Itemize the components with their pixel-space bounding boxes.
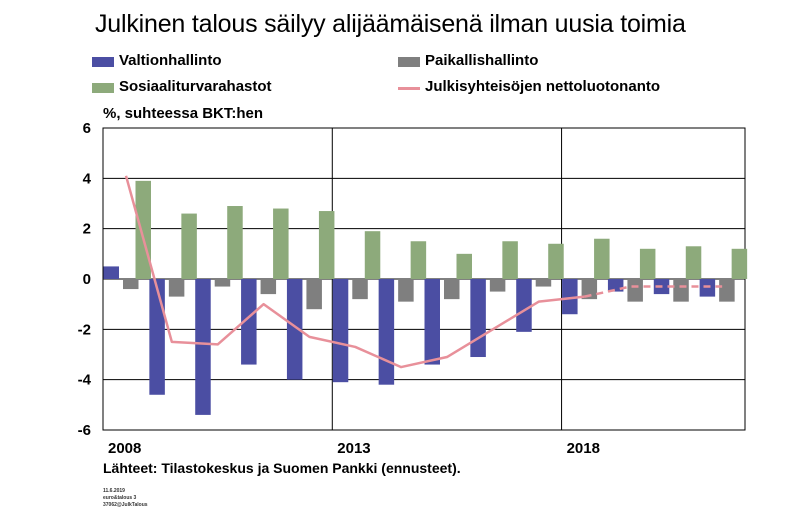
legend-label-sosiaaliturvarahastot: Sosiaaliturvarahastot (119, 78, 272, 95)
y-tick-label: 2 (83, 221, 91, 238)
bar-valtionhallinto-2013 (332, 279, 349, 383)
y-tick-label: 4 (83, 170, 92, 187)
legend-swatch-paikallishallinto (398, 57, 420, 67)
source-note: Lähteet: Tilastokeskus ja Suomen Pankki … (103, 460, 461, 476)
bar-sosiaaliturvarahastot-2014 (410, 241, 427, 279)
bar-paikallishallinto-2018 (581, 279, 598, 300)
legend-line-nettoluotonanto (398, 87, 420, 90)
bar-valtionhallinto-2009 (149, 279, 165, 395)
bar-sosiaaliturvarahastot-2010 (227, 206, 243, 279)
bar-valtionhallinto-2014 (378, 279, 395, 385)
line-nettoluotonanto-actual (124, 175, 585, 369)
bar-paikallishallinto-2013 (352, 279, 368, 300)
y-tick-label: -6 (78, 422, 91, 439)
bar-sosiaaliturvarahastot-2017 (548, 243, 564, 279)
bar-paikallishallinto-2009 (168, 279, 185, 297)
bar-paikallishallinto-2017 (535, 279, 552, 287)
x-tick-label-2013: 2013 (337, 440, 370, 457)
chart-title: Julkinen talous säilyy alijäämäisenä ilm… (95, 10, 686, 38)
bar-sosiaaliturvarahastot-2013 (364, 231, 381, 279)
legend-swatch-sosiaaliturvarahastot (92, 83, 114, 93)
bar-valtionhallinto-2017 (516, 279, 532, 332)
bar-sosiaaliturvarahastot-2012 (318, 211, 335, 279)
x-tick-label-2008: 2008 (108, 440, 141, 457)
bar-valtionhallinto-2012 (286, 279, 303, 380)
footer-code: euro&talous 3 (103, 495, 137, 501)
footer-id: 37062@JulkTalous (103, 502, 148, 508)
bar-sosiaaliturvarahastot-2016 (502, 241, 518, 279)
bar-valtionhallinto-2008 (103, 266, 119, 279)
y-axis-label: %, suhteessa BKT:hen (103, 105, 264, 122)
x-tick-label-2018: 2018 (567, 440, 600, 457)
bar-paikallishallinto-2010 (214, 279, 231, 287)
bar-paikallishallinto-2011 (260, 279, 277, 295)
bar-sosiaaliturvarahastot-2018 (594, 238, 610, 279)
bar-valtionhallinto-2016 (470, 279, 486, 358)
bar-sosiaaliturvarahastot-2009 (181, 213, 197, 279)
legend-label-paikallishallinto: Paikallishallinto (425, 52, 539, 69)
bar-paikallishallinto-2016 (489, 279, 506, 292)
bar-valtionhallinto-2010 (195, 279, 211, 415)
bar-paikallishallinto-2020 (673, 279, 689, 302)
y-tick-label: 0 (83, 271, 91, 288)
bar-sosiaaliturvarahastot-2020 (685, 246, 702, 279)
bar-valtionhallinto-2011 (241, 279, 257, 365)
legend-label-nettoluotonanto: Julkisyhteisöjen nettoluotonanto (425, 78, 661, 95)
bar-sosiaaliturvarahastot-2015 (456, 253, 472, 279)
y-tick-label: 6 (83, 120, 91, 137)
bar-valtionhallinto-2018 (562, 279, 578, 315)
bar-paikallishallinto-2012 (306, 279, 322, 310)
bar-valtionhallinto-2019 (607, 279, 624, 292)
bar-paikallishallinto-2014 (398, 279, 414, 302)
legend-label-valtionhallinto: Valtionhallinto (119, 52, 222, 69)
footer-date: 11.6.2019 (103, 488, 125, 494)
bar-valtionhallinto-2021 (699, 279, 716, 297)
bar-paikallishallinto-2015 (444, 279, 460, 300)
bar-paikallishallinto-2008 (123, 279, 139, 290)
bar-sosiaaliturvarahastot-2011 (273, 208, 289, 279)
legend-swatch-valtionhallinto (92, 57, 114, 67)
bar-valtionhallinto-2015 (424, 279, 440, 365)
y-tick-label: -4 (78, 372, 92, 389)
bar-paikallishallinto-2021 (719, 279, 735, 302)
bar-sosiaaliturvarahastot-2021 (731, 248, 748, 279)
bar-sosiaaliturvarahastot-2008 (135, 180, 151, 279)
bar-sosiaaliturvarahastot-2019 (639, 248, 656, 279)
y-tick-label: -2 (78, 321, 91, 338)
bar-paikallishallinto-2019 (627, 279, 643, 302)
